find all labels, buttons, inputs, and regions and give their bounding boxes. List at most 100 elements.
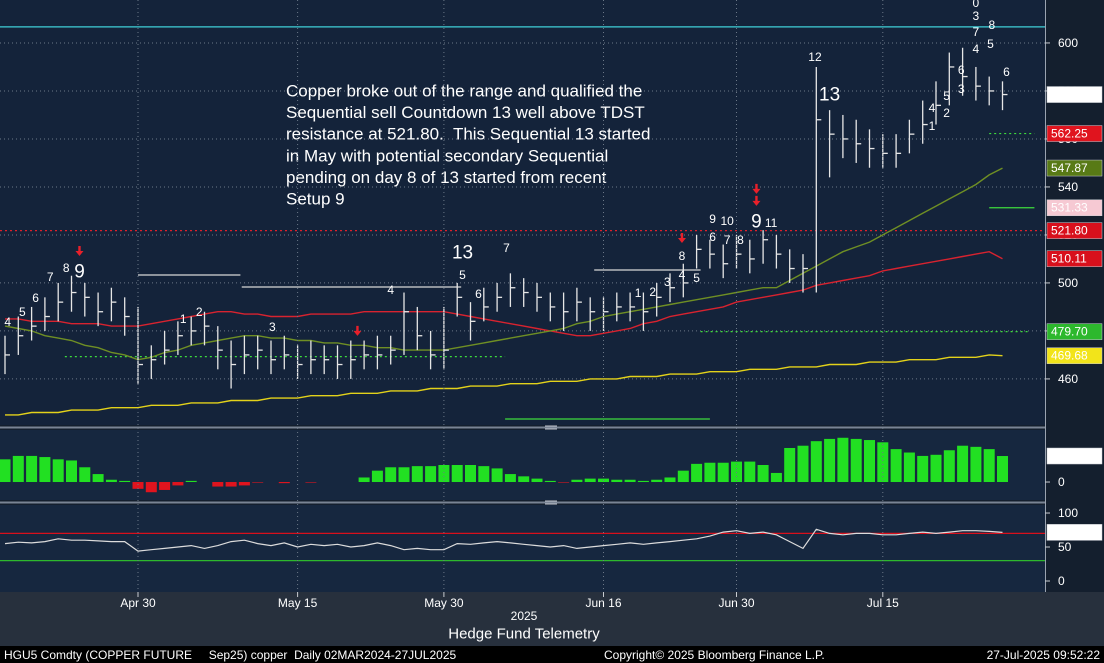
histogram-bar	[558, 482, 570, 483]
histogram-bar	[770, 472, 782, 483]
histogram-bar	[504, 474, 516, 483]
oscillator-line	[4, 528, 1003, 552]
histogram-bar	[438, 465, 450, 483]
value-tag-label: 521.80	[1051, 224, 1088, 238]
histogram-bar	[411, 466, 423, 483]
x-tick-label: May 30	[424, 596, 464, 610]
histogram-bar	[784, 447, 796, 483]
signal-arrow	[353, 325, 362, 336]
signal-arrow	[677, 233, 686, 244]
histogram-bar	[159, 482, 171, 490]
x-tick-label: Apr 30	[120, 596, 156, 610]
annotation-text: resistance at 521.80. This Sequential 13…	[286, 125, 650, 144]
histogram-bar	[930, 454, 942, 483]
histogram-bar	[837, 437, 849, 483]
sequential-count: 4	[929, 101, 936, 115]
annotation-text: pending on day 8 of 13 started from rece…	[286, 168, 607, 187]
value-tag-label: 71.5343	[1051, 525, 1095, 539]
y-tick-label: 600	[1058, 36, 1078, 50]
oscillator-panel	[0, 505, 1045, 592]
histogram-bar	[571, 479, 583, 483]
status-bar	[0, 646, 1104, 663]
histogram-bar	[145, 482, 157, 493]
histogram-bar	[877, 442, 889, 483]
sequential-count: 3	[269, 320, 276, 334]
histogram-bar	[26, 455, 38, 483]
timestamp: 27-Jul-2025 09:52:22	[987, 648, 1101, 662]
sequential-count: 3	[973, 9, 980, 23]
sequential-count: 1	[635, 286, 642, 300]
sequential-count: 7	[724, 233, 731, 247]
histogram-bar	[584, 478, 596, 483]
histogram-bar	[105, 479, 117, 483]
y-tick-label: 100	[1058, 506, 1078, 520]
sequential-count: 1	[180, 312, 187, 326]
histogram-bar	[624, 479, 636, 483]
sequential-count: 8	[989, 18, 996, 32]
histogram-bar	[757, 465, 769, 483]
value-tag	[1046, 447, 1103, 465]
histogram-bar	[824, 438, 836, 483]
sequential-count: 13	[819, 85, 840, 106]
sequential-count: 9	[709, 212, 716, 226]
histogram-bar	[238, 482, 250, 486]
sequential-count: 2	[196, 305, 203, 319]
sequential-count: 9	[74, 261, 85, 282]
sequential-count: 2	[649, 285, 656, 299]
sequential-count: 1	[929, 119, 936, 133]
value-tag	[1046, 199, 1103, 216]
histogram-bar	[92, 474, 104, 483]
histogram-bar	[172, 482, 184, 486]
value-tag	[1046, 222, 1103, 239]
sequential-count: 6	[32, 291, 39, 305]
sequential-count: 10	[721, 214, 735, 228]
histogram-bar	[52, 459, 64, 483]
value-tag-label: 469.68	[1051, 349, 1088, 363]
histogram-bar	[957, 445, 969, 483]
value-tag	[1046, 125, 1103, 142]
histogram-bar	[890, 449, 902, 483]
histogram-bar	[544, 480, 556, 483]
histogram-bar	[970, 446, 982, 483]
histogram-bar	[797, 445, 809, 483]
value-tag	[1046, 250, 1103, 267]
value-tag-label: 479.70	[1051, 325, 1088, 339]
histogram-bar	[358, 477, 370, 483]
x-tick-label: Jun 16	[585, 596, 621, 610]
histogram-bar	[531, 478, 543, 483]
sequential-count: 11	[765, 216, 778, 230]
histogram-bar	[119, 480, 131, 483]
x-tick-label: May 15	[278, 596, 318, 610]
histogram-bar	[491, 468, 503, 483]
sequential-count: 0	[973, 0, 980, 10]
histogram-bar	[997, 456, 1008, 483]
annotation-text: Copper broke out of the range and qualif…	[286, 82, 642, 101]
sequential-count: 8	[737, 233, 744, 247]
histogram-bar	[39, 457, 51, 483]
histogram-bar	[252, 482, 264, 483]
histogram-bar	[704, 462, 716, 483]
histogram-bar	[637, 480, 649, 483]
histogram-bar	[371, 470, 383, 483]
sequential-count: 5	[943, 89, 950, 103]
value-tag-label: 45.8341	[1051, 449, 1095, 463]
y-tick-label: 460	[1058, 372, 1078, 386]
histogram-bar	[385, 467, 397, 483]
histogram-bar	[744, 461, 756, 483]
histogram-bar	[305, 482, 317, 483]
sequential-count: 6	[958, 63, 965, 77]
moving-average	[4, 167, 1003, 361]
histogram-bar	[717, 462, 729, 483]
sequential-count: 6	[1003, 65, 1010, 79]
sequential-count: 3	[664, 275, 671, 289]
signal-arrow	[752, 183, 761, 194]
y-tick-label: 0	[1058, 574, 1065, 588]
signal-arrow	[75, 245, 84, 256]
histogram-bar	[651, 479, 663, 483]
sequential-count: 6	[475, 287, 482, 301]
sequential-count: 8	[679, 249, 686, 263]
sequential-count: 7	[973, 25, 980, 39]
histogram-bar	[278, 482, 290, 484]
moving-average	[5, 250, 1003, 337]
